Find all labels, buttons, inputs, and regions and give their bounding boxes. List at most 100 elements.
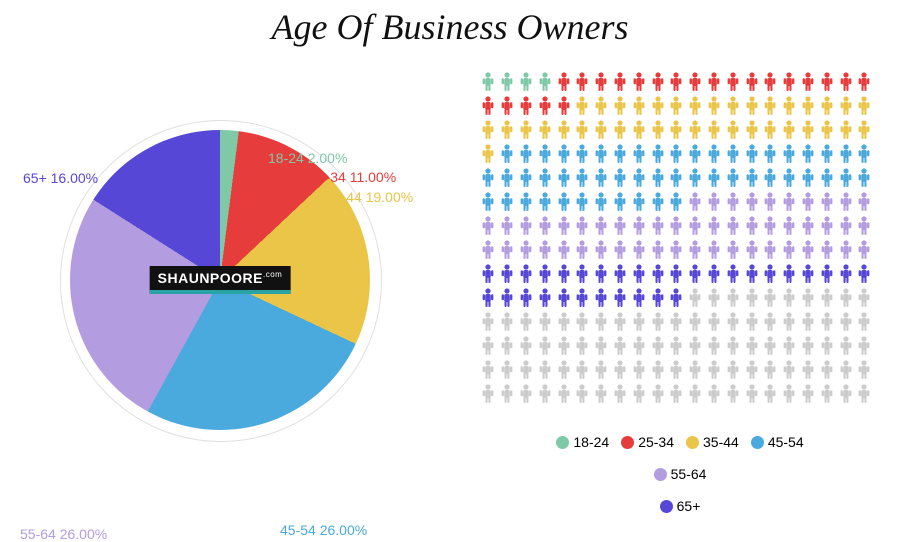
- person-icon: [855, 118, 874, 142]
- person-icon: [705, 262, 724, 286]
- person-icon: [761, 166, 780, 190]
- legend-item-35-44: 35-44: [686, 426, 739, 458]
- person-icon: [554, 142, 573, 166]
- person-icon: [667, 382, 686, 406]
- person-icon: [592, 238, 611, 262]
- person-icon: [498, 334, 517, 358]
- pie-label-45-54: 45-54 26.00%: [280, 522, 367, 538]
- people-row: [479, 334, 879, 358]
- person-icon: [761, 286, 780, 310]
- person-icon: [535, 166, 554, 190]
- person-icon: [817, 94, 836, 118]
- person-icon: [742, 382, 761, 406]
- person-icon: [705, 358, 724, 382]
- person-icon: [667, 94, 686, 118]
- person-icon: [479, 238, 498, 262]
- person-icon: [554, 286, 573, 310]
- person-icon: [648, 358, 667, 382]
- person-icon: [517, 94, 536, 118]
- person-icon: [836, 238, 855, 262]
- person-icon: [498, 310, 517, 334]
- person-icon: [629, 70, 648, 94]
- pictograph-grid: [479, 70, 879, 406]
- person-icon: [780, 334, 799, 358]
- person-icon: [498, 70, 517, 94]
- person-icon: [667, 334, 686, 358]
- person-icon: [667, 142, 686, 166]
- pie-chart: SHAUNPOORE.com 18-24 2.00%25-34 11.00%35…: [30, 90, 410, 470]
- person-icon: [479, 70, 498, 94]
- person-icon: [686, 142, 705, 166]
- person-icon: [723, 166, 742, 190]
- person-icon: [761, 382, 780, 406]
- person-icon: [517, 238, 536, 262]
- person-icon: [761, 94, 780, 118]
- person-icon: [554, 382, 573, 406]
- person-icon: [705, 334, 724, 358]
- person-icon: [592, 334, 611, 358]
- people-row: [479, 238, 879, 262]
- person-icon: [817, 358, 836, 382]
- person-icon: [573, 70, 592, 94]
- person-icon: [629, 310, 648, 334]
- person-icon: [761, 262, 780, 286]
- person-icon: [855, 214, 874, 238]
- person-icon: [573, 358, 592, 382]
- person-icon: [554, 238, 573, 262]
- person-icon: [742, 94, 761, 118]
- legend-item-55-64: 55-64: [654, 458, 707, 490]
- person-icon: [535, 214, 554, 238]
- person-icon: [667, 286, 686, 310]
- person-icon: [742, 310, 761, 334]
- people-row: [479, 214, 879, 238]
- person-icon: [761, 358, 780, 382]
- person-icon: [686, 358, 705, 382]
- person-icon: [611, 310, 630, 334]
- person-icon: [573, 382, 592, 406]
- person-icon: [780, 70, 799, 94]
- person-icon: [629, 94, 648, 118]
- person-icon: [799, 334, 818, 358]
- person-icon: [629, 238, 648, 262]
- people-row: [479, 142, 879, 166]
- person-icon: [836, 190, 855, 214]
- person-icon: [817, 238, 836, 262]
- person-icon: [611, 142, 630, 166]
- pie-label-35-44: 35-44 19.00%: [326, 189, 413, 205]
- person-icon: [479, 142, 498, 166]
- person-icon: [705, 238, 724, 262]
- person-icon: [780, 190, 799, 214]
- people-row: [479, 286, 879, 310]
- person-icon: [686, 286, 705, 310]
- person-icon: [498, 190, 517, 214]
- person-icon: [799, 190, 818, 214]
- person-icon: [479, 310, 498, 334]
- person-icon: [667, 358, 686, 382]
- person-icon: [799, 70, 818, 94]
- person-icon: [780, 286, 799, 310]
- person-icon: [573, 214, 592, 238]
- person-icon: [686, 190, 705, 214]
- legend-dot: [660, 500, 673, 513]
- person-icon: [836, 166, 855, 190]
- person-icon: [517, 190, 536, 214]
- person-icon: [629, 214, 648, 238]
- person-icon: [686, 94, 705, 118]
- person-icon: [479, 94, 498, 118]
- person-icon: [611, 166, 630, 190]
- person-icon: [723, 190, 742, 214]
- person-icon: [573, 142, 592, 166]
- people-row: [479, 382, 879, 406]
- person-icon: [517, 70, 536, 94]
- person-icon: [535, 358, 554, 382]
- person-icon: [648, 214, 667, 238]
- person-icon: [817, 190, 836, 214]
- person-icon: [517, 142, 536, 166]
- legend-item-65+: 65+: [660, 490, 701, 522]
- person-icon: [742, 118, 761, 142]
- person-icon: [554, 334, 573, 358]
- legend-label: 35-44: [703, 434, 739, 450]
- person-icon: [761, 142, 780, 166]
- person-icon: [686, 382, 705, 406]
- person-icon: [799, 358, 818, 382]
